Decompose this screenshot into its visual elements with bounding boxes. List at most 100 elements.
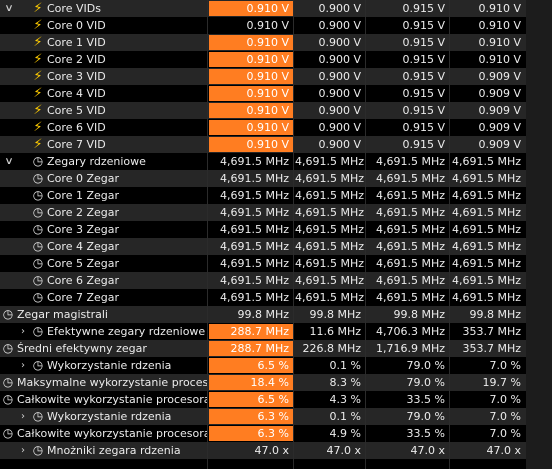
sensor-label: Zegary rdzeniowe xyxy=(47,155,146,168)
sensor-label: Mnożniki zegara rdzenia xyxy=(47,444,181,457)
sensor-row[interactable]: ◷ Całkowite wykorzystanie procesora 6.5 % 4… xyxy=(0,391,552,408)
sensor-label: Core 5 VID xyxy=(47,104,106,117)
sensor-row[interactable]: ◷ Core 2 Zegar 4,691.5 MHz 4,691.5 MHz 4,691… xyxy=(0,204,552,221)
voltage-icon: ⚡ xyxy=(33,103,43,118)
clock-icon: ◷ xyxy=(32,273,44,287)
min-value: 4,691.5 MHz xyxy=(295,240,365,253)
chevron-right-icon[interactable]: › xyxy=(21,360,25,371)
sensor-label: Core 3 Zegar xyxy=(47,223,119,236)
sensor-name-cell: ⚡ Core 2 VID xyxy=(0,51,207,68)
column-divider xyxy=(365,0,366,469)
sensor-name-cell: ◷ Całkowite wykorzystanie procesora xyxy=(0,391,207,408)
sensor-label: Core 5 Zegar xyxy=(47,257,119,270)
max-value: 33.5 % xyxy=(406,393,445,406)
sensor-row[interactable]: ◷ Całkowite wykorzystanie procesora 6.3 % 4… xyxy=(0,425,552,442)
max-value: 0.915 V xyxy=(402,19,445,32)
sensor-row[interactable]: ◷ Core 6 Zegar 4,691.5 MHz 4,691.5 MHz 4,691… xyxy=(0,272,552,289)
max-value: 79.0 % xyxy=(406,376,445,389)
sensor-label: Wykorzystanie rdzenia xyxy=(47,359,172,372)
sensor-row[interactable]: ⚡ Core 2 VID 0.910 V 0.900 V 0.915 V 0.910 V xyxy=(0,51,552,68)
chevron-right-icon[interactable]: › xyxy=(21,445,25,456)
sensor-label: Core 0 VID xyxy=(47,19,106,32)
max-value: 4,691.5 MHz xyxy=(375,257,445,270)
current-value: 0.910 V xyxy=(209,120,293,135)
sensor-row[interactable]: › ◷ Efektywne zegary rdzeniowe 288.7 MHz 11.… xyxy=(0,323,552,340)
sensor-name-cell: ⚡ Core 0 VID xyxy=(0,17,207,34)
max-value: 4,691.5 MHz xyxy=(375,206,445,219)
clock-icon: ◷ xyxy=(32,256,44,270)
sensor-name-cell: ⚡ Core 1 VID xyxy=(0,34,207,51)
min-value: 4,691.5 MHz xyxy=(295,274,365,287)
sensor-label: Core 4 VID xyxy=(47,87,106,100)
sensor-row[interactable]: ⚡ Core 7 VID 0.910 V 0.900 V 0.915 V 0.909 V xyxy=(0,136,552,153)
sensor-row[interactable]: ⚡ Core 0 VID 0.910 V 0.900 V 0.915 V 0.910 V xyxy=(0,17,552,34)
avg-value: 4,691.5 MHz xyxy=(451,257,521,270)
avg-value: 4,691.5 MHz xyxy=(451,223,521,236)
current-value: 99.8 MHz xyxy=(237,308,289,321)
scrollbar[interactable] xyxy=(526,0,552,469)
avg-value: 0.909 V xyxy=(478,138,521,151)
sensor-row[interactable]: ⚡ Core 6 VID 0.910 V 0.900 V 0.915 V 0.909 V xyxy=(0,119,552,136)
max-value: 4,706.3 MHz xyxy=(375,325,445,338)
sensor-row[interactable]: › ◷ Mnożniki zegara rdzenia 47.0 x 47.0 x 47.… xyxy=(0,442,552,459)
sensor-row[interactable]: › ◷ Wykorzystanie rdzenia 6.3 % 0.1 % 79.0 % 7… xyxy=(0,408,552,425)
current-value: 4,691.5 MHz xyxy=(219,223,289,236)
sensor-row[interactable]: ◷ Zegar magistrali 99.8 MHz 99.8 MHz 99.8 MH… xyxy=(0,306,552,323)
sensor-label: Core 6 VID xyxy=(47,121,106,134)
sensor-label: Core 3 VID xyxy=(47,70,106,83)
column-divider xyxy=(293,0,294,469)
sensor-label: Efektywne zegary rdzeniowe xyxy=(47,325,206,338)
voltage-icon: ⚡ xyxy=(33,69,43,84)
clock-icon: ◷ xyxy=(32,239,44,253)
clock-icon: ◷ xyxy=(32,358,44,372)
clock-icon: ◷ xyxy=(32,409,44,423)
min-value: 4,691.5 MHz xyxy=(295,257,365,270)
sensor-name-cell: ◷ Core 6 Zegar xyxy=(0,272,207,289)
chevron-right-icon[interactable]: › xyxy=(21,326,25,337)
chevron-right-icon[interactable]: › xyxy=(21,411,25,422)
avg-value: 0.909 V xyxy=(478,87,521,100)
chevron-down-icon[interactable]: ∨ xyxy=(4,156,14,167)
min-value: 226.8 MHz xyxy=(302,342,361,355)
sensor-name-cell: ∨ ◷ Zegary rdzeniowe xyxy=(0,153,207,170)
max-value: 4,691.5 MHz xyxy=(375,223,445,236)
sensor-row[interactable]: ⚡ Core 3 VID 0.910 V 0.900 V 0.915 V 0.909 V xyxy=(0,68,552,85)
sensor-row[interactable]: ⚡ Core 5 VID 0.910 V 0.900 V 0.915 V 0.909 V xyxy=(0,102,552,119)
sensor-row[interactable]: › ◷ Wykorzystanie rdzenia 6.5 % 0.1 % 79.0 % 7… xyxy=(0,357,552,374)
avg-value: 0.909 V xyxy=(478,70,521,83)
sensor-label: Core 1 VID xyxy=(47,36,106,49)
sensor-row[interactable]: ◷ Core 0 Zegar 4,691.5 MHz 4,691.5 MHz 4,691… xyxy=(0,170,552,187)
voltage-icon: ⚡ xyxy=(33,86,43,101)
voltage-icon: ⚡ xyxy=(33,35,43,50)
sensor-row[interactable]: ⚡ Core 1 VID 0.910 V 0.900 V 0.915 V 0.910 V xyxy=(0,34,552,51)
sensor-name-cell: ◷ Core 3 Zegar xyxy=(0,221,207,238)
min-value: 0.900 V xyxy=(318,104,361,117)
chevron-down-icon[interactable]: ∨ xyxy=(4,3,14,14)
avg-value: 99.8 MHz xyxy=(469,308,521,321)
sensor-name-cell: › ◷ Mnożniki zegara rdzenia xyxy=(0,442,207,459)
sensor-name-cell: ◷ Średni efektywny zegar xyxy=(0,340,207,357)
sensor-row[interactable]: ◷ Core 4 Zegar 4,691.5 MHz 4,691.5 MHz 4,691… xyxy=(0,238,552,255)
sensor-row[interactable]: ◷ Średni efektywny zegar 288.7 MHz 226.8 MH… xyxy=(0,340,552,357)
sensor-name-cell: ◷ Core 7 Zegar xyxy=(0,289,207,306)
max-value: 79.0 % xyxy=(406,359,445,372)
current-value: 4,691.5 MHz xyxy=(219,291,289,304)
sensor-row[interactable]: ∨ ⚡ Core VIDs 0.910 V 0.900 V 0.915 V 0.910 V xyxy=(0,0,552,17)
clock-icon: ◷ xyxy=(32,222,44,236)
sensor-row[interactable]: ◷ Core 7 Zegar 4,691.5 MHz 4,691.5 MHz 4,691… xyxy=(0,289,552,306)
min-value: 0.900 V xyxy=(318,87,361,100)
avg-value: 353.7 MHz xyxy=(462,342,521,355)
sensor-label: Całkowite wykorzystanie procesora xyxy=(17,427,207,440)
sensor-row[interactable]: ◷ Maksymalne wykorzystanie procesora 18.4 … xyxy=(0,374,552,391)
sensor-row[interactable]: ◷ Core 5 Zegar 4,691.5 MHz 4,691.5 MHz 4,691… xyxy=(0,255,552,272)
current-value: 0.910 V xyxy=(209,69,293,84)
sensor-row[interactable]: ⚡ Core 4 VID 0.910 V 0.900 V 0.915 V 0.909 V xyxy=(0,85,552,102)
current-value: 4,691.5 MHz xyxy=(219,189,289,202)
voltage-icon: ⚡ xyxy=(33,18,43,33)
avg-value: 0.910 V xyxy=(478,36,521,49)
sensor-row[interactable]: ∨ ◷ Zegary rdzeniowe 4,691.5 MHz 4,691.5 MHz… xyxy=(0,153,552,170)
sensor-row[interactable]: ◷ Core 3 Zegar 4,691.5 MHz 4,691.5 MHz 4,691… xyxy=(0,221,552,238)
clock-icon: ◷ xyxy=(2,426,14,440)
sensor-row[interactable]: ◷ Core 1 Zegar 4,691.5 MHz 4,691.5 MHz 4,691… xyxy=(0,187,552,204)
current-value: 4,691.5 MHz xyxy=(219,155,289,168)
